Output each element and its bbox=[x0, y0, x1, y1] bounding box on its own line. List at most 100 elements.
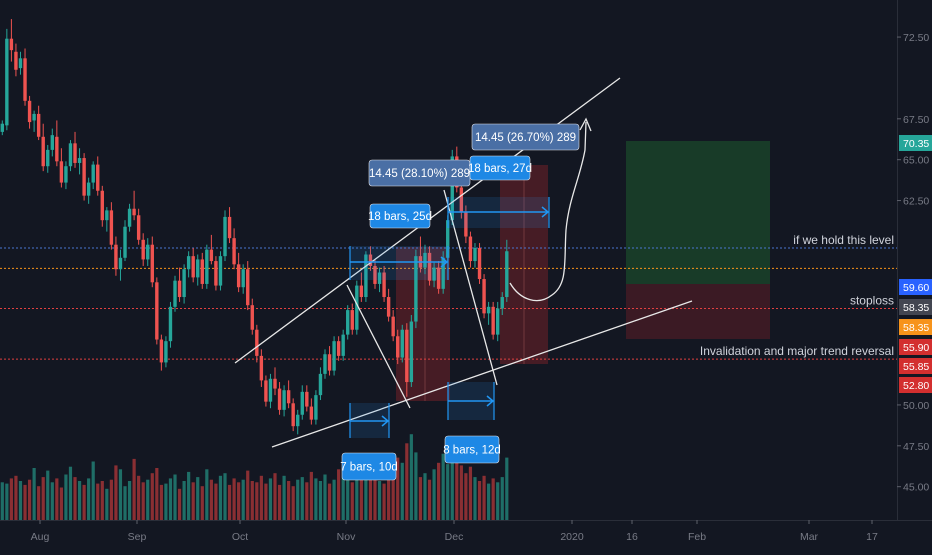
candle-body[interactable] bbox=[0, 123, 4, 132]
candle-body[interactable] bbox=[200, 259, 204, 284]
candle-body[interactable] bbox=[441, 257, 445, 289]
candle-body[interactable] bbox=[432, 267, 436, 281]
candle-body[interactable] bbox=[164, 341, 168, 363]
candle-body[interactable] bbox=[96, 164, 100, 191]
candle-body[interactable] bbox=[232, 238, 236, 265]
wedge-line-1[interactable] bbox=[346, 284, 411, 409]
candle-body[interactable] bbox=[105, 210, 109, 221]
candle-body[interactable] bbox=[246, 269, 250, 306]
candle-body[interactable] bbox=[373, 265, 377, 284]
candle-body[interactable] bbox=[309, 406, 314, 420]
candle-body[interactable] bbox=[282, 390, 286, 410]
candle-body[interactable] bbox=[136, 215, 141, 240]
price-marker[interactable] bbox=[899, 135, 932, 151]
candle-body[interactable] bbox=[450, 156, 454, 221]
candle-body[interactable] bbox=[291, 403, 295, 427]
candle-body[interactable] bbox=[436, 267, 441, 289]
price-marker[interactable] bbox=[899, 358, 932, 374]
price-marker[interactable] bbox=[899, 279, 932, 295]
candle-body[interactable] bbox=[23, 58, 27, 101]
candle-body[interactable] bbox=[9, 38, 14, 51]
candle-body[interactable] bbox=[332, 341, 336, 371]
candle-body[interactable] bbox=[250, 305, 254, 330]
candle-body[interactable] bbox=[64, 166, 68, 183]
projection-curve[interactable] bbox=[509, 121, 587, 302]
candle-body[interactable] bbox=[273, 378, 277, 389]
candle-body[interactable] bbox=[414, 256, 418, 322]
candle-body[interactable] bbox=[77, 158, 82, 163]
candle-body[interactable] bbox=[236, 264, 241, 288]
candle-body[interactable] bbox=[182, 269, 186, 298]
candle-body[interactable] bbox=[59, 161, 64, 183]
candle-body[interactable] bbox=[32, 113, 36, 121]
candle-body[interactable] bbox=[46, 149, 50, 167]
candle-body[interactable] bbox=[268, 378, 273, 402]
price-marker[interactable] bbox=[899, 299, 932, 315]
candle-body[interactable] bbox=[500, 297, 504, 309]
measure-callout[interactable] bbox=[471, 123, 580, 151]
range-measure-box[interactable] bbox=[350, 246, 448, 280]
candle-body[interactable] bbox=[336, 341, 341, 356]
measure-callout[interactable] bbox=[369, 203, 431, 229]
candle-body[interactable] bbox=[305, 391, 309, 407]
candle-body[interactable] bbox=[27, 100, 32, 123]
candle-body[interactable] bbox=[191, 256, 195, 278]
candle-body[interactable] bbox=[350, 310, 354, 330]
measure-callout[interactable] bbox=[469, 155, 531, 181]
time-axis[interactable]: Aug Sep Oct Nov Dec 2020 16 Feb Mar 17 bbox=[31, 520, 878, 543]
candle-body[interactable] bbox=[186, 256, 191, 270]
candle-body[interactable] bbox=[18, 58, 23, 69]
candle-body[interactable] bbox=[159, 339, 164, 363]
candle-body[interactable] bbox=[55, 136, 59, 162]
candle-body[interactable] bbox=[141, 239, 145, 260]
candle-body[interactable] bbox=[468, 236, 473, 262]
candle-body[interactable] bbox=[300, 391, 304, 415]
candle-body[interactable] bbox=[318, 373, 323, 396]
price-axis[interactable]: 80.0077.5075.0072.5067.5065.0062.5050.00… bbox=[897, 0, 932, 494]
candle-body[interactable] bbox=[323, 354, 327, 374]
candle-body[interactable] bbox=[68, 143, 73, 167]
candle-body[interactable] bbox=[486, 306, 491, 314]
candle-body[interactable] bbox=[214, 261, 218, 286]
candle-body[interactable] bbox=[41, 136, 45, 167]
candle-body[interactable] bbox=[255, 329, 259, 356]
candle-body[interactable] bbox=[177, 280, 182, 298]
candle-body[interactable] bbox=[150, 244, 154, 283]
candle-body[interactable] bbox=[423, 252, 427, 268]
lower-channel-line[interactable] bbox=[271, 300, 693, 448]
candle-body[interactable] bbox=[86, 182, 91, 196]
candle-body[interactable] bbox=[382, 272, 386, 298]
candle-body[interactable] bbox=[146, 244, 150, 260]
candle-body[interactable] bbox=[50, 135, 54, 150]
candle-body[interactable] bbox=[327, 354, 332, 371]
candle-body[interactable] bbox=[227, 216, 232, 239]
candle-body[interactable] bbox=[109, 210, 114, 245]
candle-body[interactable] bbox=[168, 306, 173, 342]
candle-body[interactable] bbox=[36, 113, 41, 137]
candle-body[interactable] bbox=[427, 252, 432, 281]
candle-body[interactable] bbox=[286, 390, 291, 404]
candle-body[interactable] bbox=[446, 220, 450, 258]
measure-callout[interactable] bbox=[444, 435, 500, 464]
candle-body[interactable] bbox=[173, 280, 177, 307]
candle-body[interactable] bbox=[477, 247, 482, 280]
stop-zone[interactable] bbox=[626, 284, 770, 339]
candle-body[interactable] bbox=[314, 395, 318, 420]
target-zone[interactable] bbox=[626, 141, 770, 284]
candle-body[interactable] bbox=[296, 414, 300, 427]
candle-body[interactable] bbox=[505, 251, 509, 298]
candle-body[interactable] bbox=[132, 208, 136, 216]
candle-body[interactable] bbox=[91, 164, 95, 183]
candle-body[interactable] bbox=[223, 216, 227, 257]
candle-body[interactable] bbox=[364, 254, 368, 298]
candle-body[interactable] bbox=[396, 336, 400, 358]
candle-body[interactable] bbox=[386, 297, 391, 317]
candle-body[interactable] bbox=[355, 285, 359, 330]
candle-body[interactable] bbox=[368, 254, 373, 266]
candle-body[interactable] bbox=[377, 272, 382, 284]
candle-body[interactable] bbox=[5, 38, 9, 126]
candle-body[interactable] bbox=[482, 279, 486, 314]
candle-body[interactable] bbox=[346, 310, 350, 335]
candle-body[interactable] bbox=[209, 249, 214, 262]
